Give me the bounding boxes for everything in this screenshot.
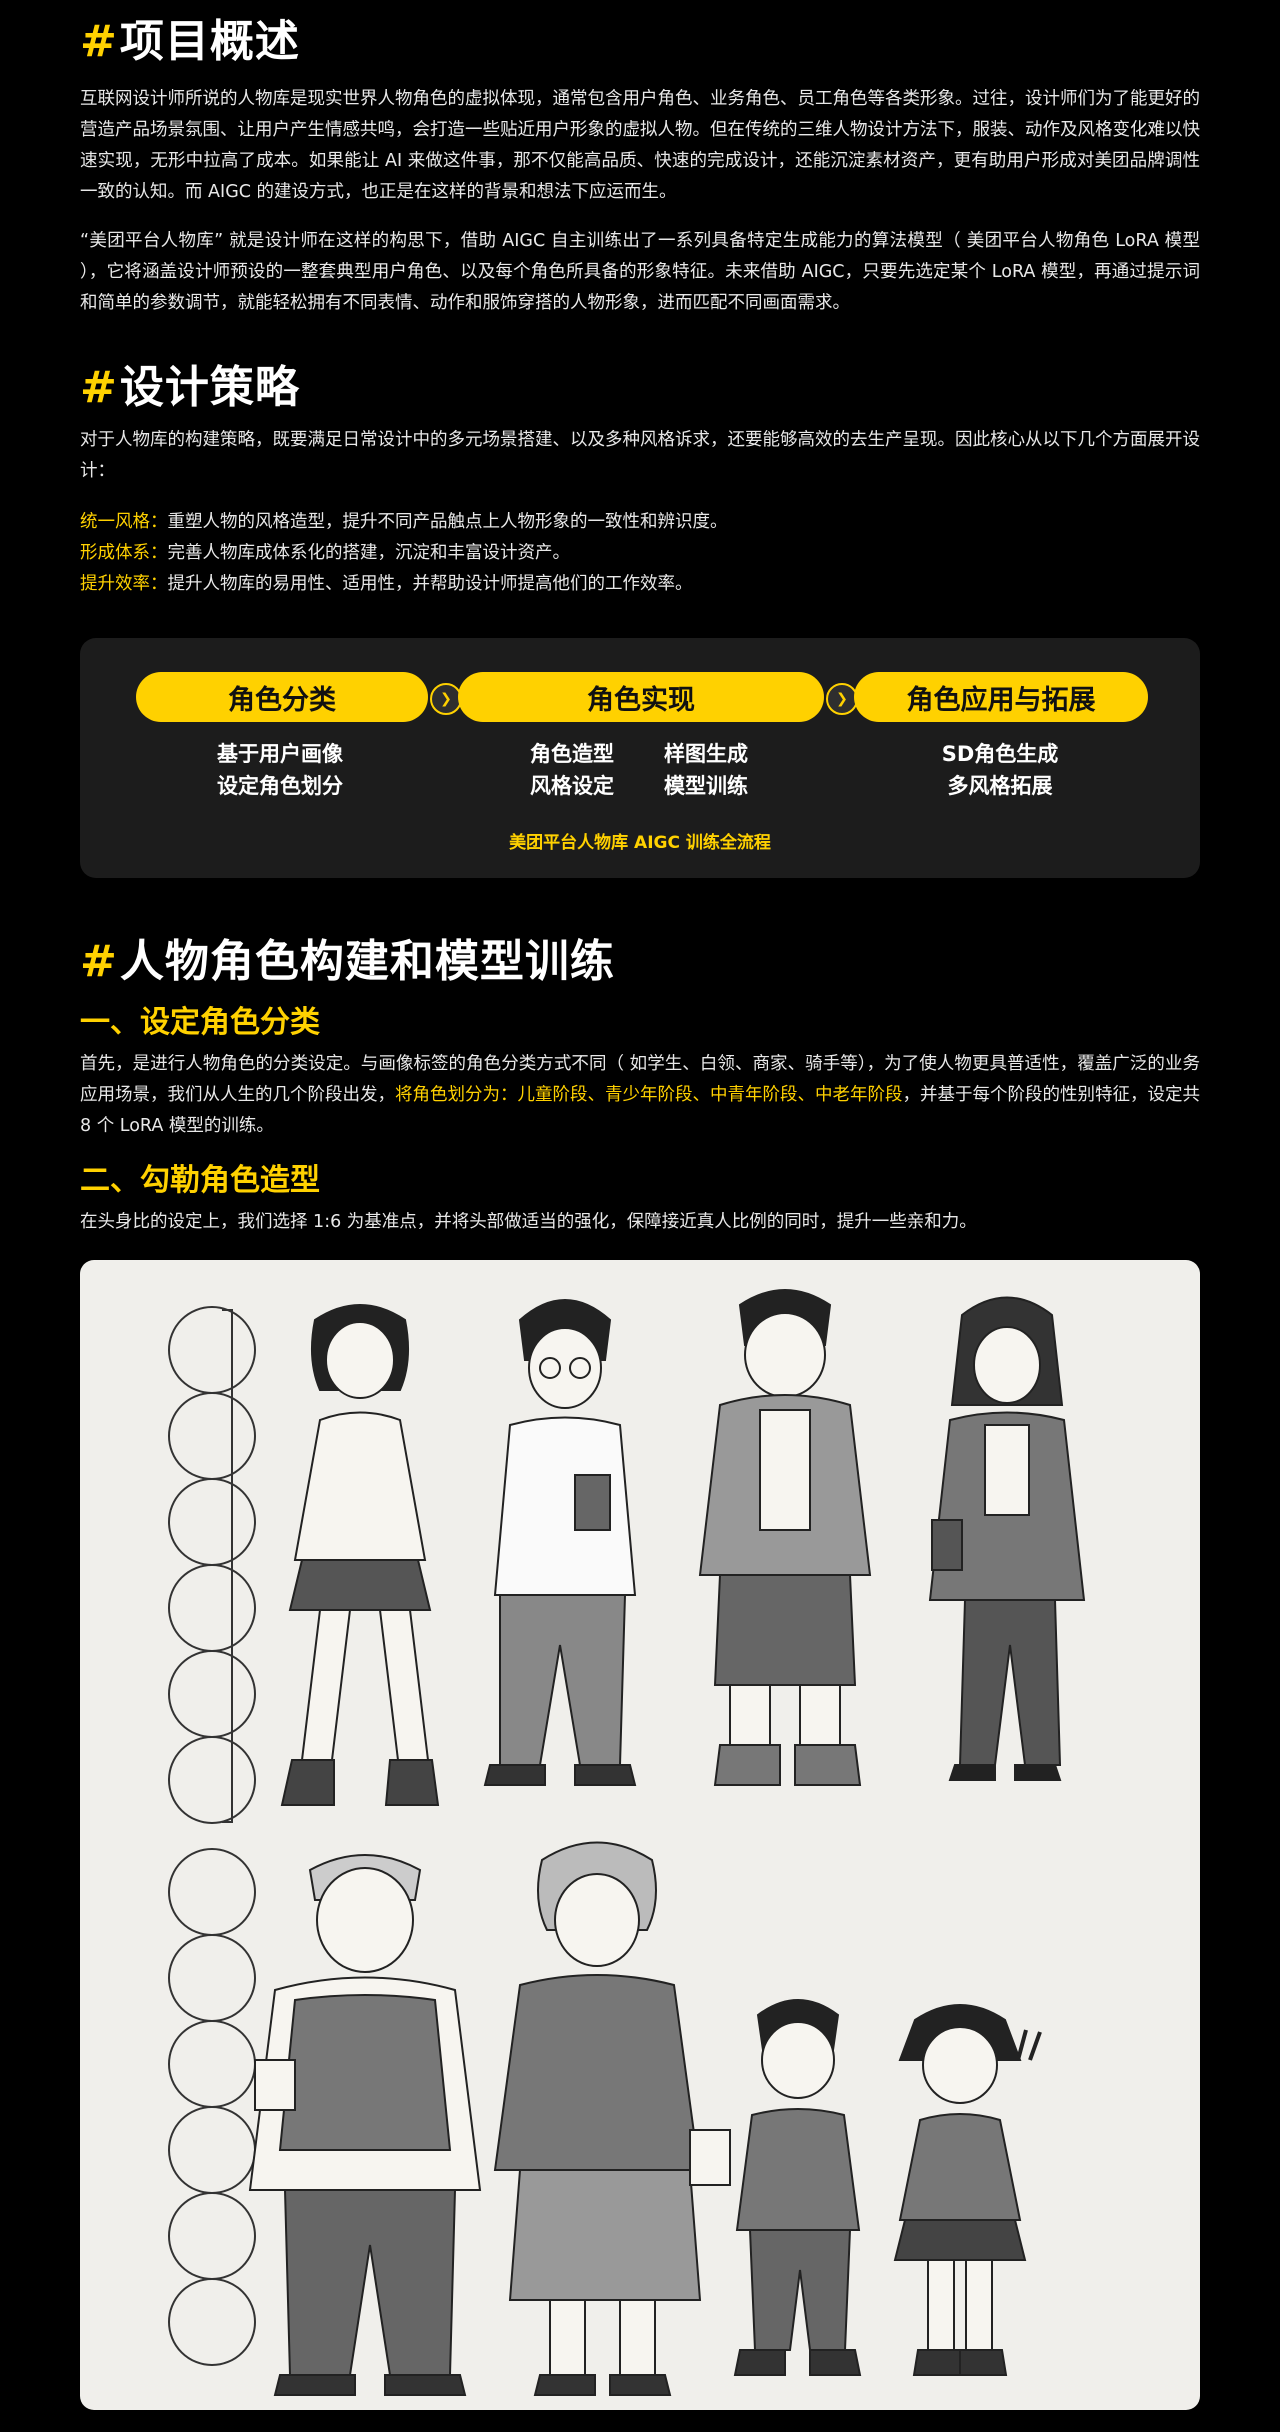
strategy-bullet: 统一风格：重塑人物的风格造型，提升不同产品触点上人物形象的一致性和辨识度。 [80, 507, 728, 538]
flow-step-2: 角色实现 [458, 672, 824, 722]
subsection-title-2: 二、勾勒角色造型 [80, 1163, 320, 1198]
para-highlight: 将角色划分为：儿童阶段、青少年阶段、中青年阶段、中老年阶段 [395, 1085, 903, 1105]
section-title-text: 项目概述 [119, 16, 300, 67]
bullet-key: 统一风格： [80, 512, 168, 532]
build-paragraph-2: 在头身比的设定上，我们选择 1:6 为基准点，并将头部做适当的强化，保障接近真人… [80, 1212, 977, 1232]
bullet-text: 重塑人物的风格造型，提升不同产品触点上人物形象的一致性和辨识度。 [167, 512, 728, 532]
strategy-paragraph: 对于人物库的构建策略，既要满足日常设计中的多元场景搭建、以及多种风格诉求，还要能… [80, 430, 1200, 481]
section-title-text: 人物角色构建和模型训练 [119, 936, 615, 987]
flow-item: SD角色生成 [941, 742, 1059, 766]
flow-item: 模型训练 [664, 774, 748, 798]
flow-item: 角色造型 [530, 742, 614, 766]
section-title-text: 设计策略 [119, 362, 300, 413]
character-young-man [483, 1299, 637, 1786]
chevron-right-icon: ❯ [430, 683, 462, 715]
workflow-panel: 角色分类 ❯ 角色实现 ❯ 角色应用与拓展 基于用户画像 设定角色划分 角色造型… [80, 638, 1200, 878]
build-paragraph-1: 首先，是进行人物角色的分类设定。与画像标签的角色分类方式不同（ 如学生、白领、商… [80, 1049, 1200, 1142]
hash-mark: # [80, 362, 118, 413]
overview-paragraph-1: 互联网设计师所说的人物库是现实世界人物角色的虚拟体现，通常包含用户角色、业务角色… [80, 89, 1200, 202]
hash-mark: # [80, 936, 118, 987]
overview-paragraph-2: “美团平台人物库” 就是设计师在这样的构思下，借助 AIGC 自主训练出了一系列… [80, 231, 1200, 313]
bullet-key: 形成体系： [80, 543, 168, 563]
flow-item: 多风格拓展 [947, 774, 1053, 798]
para-text: 首先，是进行人物角色的分类设定。与画像标签的角色分类方式不同（ 如学生、白领、商… [80, 1054, 1200, 1105]
hash-mark: # [80, 16, 118, 67]
character-middle-aged-man [698, 1289, 872, 1786]
section-title-overview: #项目概述 [80, 14, 300, 70]
flow-item: 设定角色划分 [217, 774, 343, 798]
flow-item: 样图生成 [664, 742, 748, 766]
bullet-text: 完善人物库成体系化的搭建，沉淀和丰富设计资产。 [167, 543, 571, 563]
character-girl [893, 2004, 1042, 2376]
character-elderly-woman [493, 1841, 731, 2396]
bullet-key: 提升效率： [80, 574, 168, 594]
character-elderly-man [248, 1854, 482, 2396]
flow-step-1: 角色分类 [136, 672, 428, 722]
character-boy [733, 1999, 862, 2376]
flow-step-3: 角色应用与拓展 [854, 672, 1148, 722]
character-teen-girl [280, 1304, 440, 1806]
flow-col-3: SD角色生成 多风格拓展 [900, 738, 1100, 802]
flow-item: 风格设定 [530, 774, 614, 798]
subsection-title-1: 一、设定角色分类 [80, 1005, 320, 1040]
character-woman [928, 1296, 1086, 1781]
head-ratio-guide [168, 1848, 256, 2366]
section-title-build: #人物角色构建和模型训练 [80, 934, 615, 990]
flow-item: 基于用户画像 [217, 742, 343, 766]
character-lineup-drawing [168, 1289, 1086, 2396]
flow-caption: 美团平台人物库 AIGC 训练全流程 [509, 833, 771, 853]
flow-col-2b: 样图生成 模型训练 [646, 738, 766, 802]
strategy-bullet: 形成体系：完善人物库成体系化的搭建，沉淀和丰富设计资产。 [80, 538, 570, 569]
para-text: ，并基于每个阶段的性别特征，设定共 8 个 LoRA 模型的训练。 [80, 1085, 1200, 1136]
section-title-strategy: #设计策略 [80, 360, 300, 416]
head-ratio-guide [168, 1306, 256, 1824]
bullet-text: 提升人物库的易用性、适用性，并帮助设计师提高他们的工作效率。 [167, 574, 693, 594]
chevron-right-icon: ❯ [826, 683, 858, 715]
flow-col-2a: 角色造型 风格设定 [512, 738, 632, 802]
character-illustration [80, 1260, 1200, 2410]
flow-col-1: 基于用户画像 设定角色划分 [180, 738, 380, 802]
strategy-bullet: 提升效率：提升人物库的易用性、适用性，并帮助设计师提高他们的工作效率。 [80, 569, 693, 600]
